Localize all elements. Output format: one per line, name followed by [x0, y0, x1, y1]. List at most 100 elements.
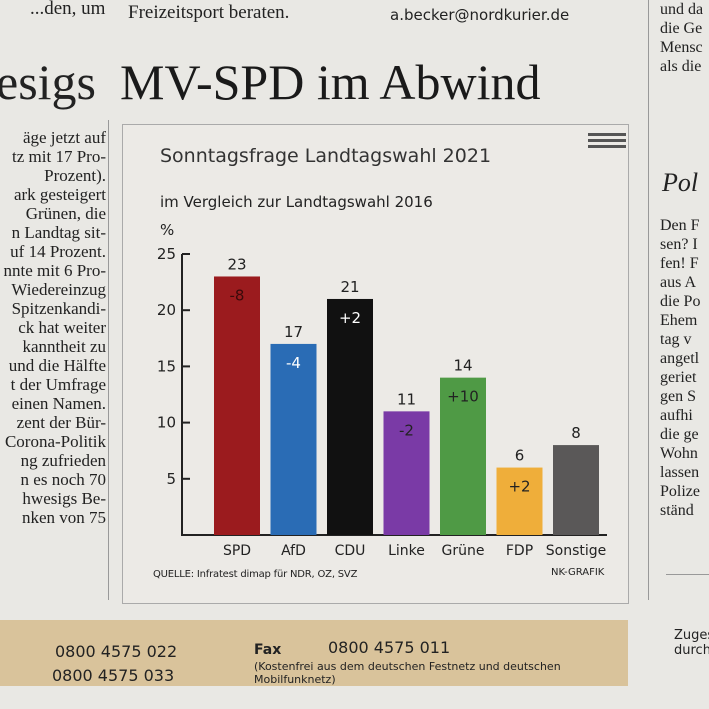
x-tick-label: AfD [281, 543, 306, 559]
y-tick-label: 10 [157, 414, 176, 432]
top-middle-text: Freizeitsport beraten. [128, 2, 290, 23]
x-tick-label: SPD [223, 543, 251, 559]
change-label: +2 [339, 309, 361, 327]
text-line: lassen [660, 464, 700, 481]
contact-footer: 0800 4575 022 0800 4575 033 Fax 0800 457… [0, 620, 628, 686]
column-divider [108, 120, 109, 600]
text-line: tag v [660, 331, 692, 348]
chart-box: Sonntagsfrage Landtagswahl 2021 im Vergl… [122, 124, 629, 604]
divider [666, 574, 709, 575]
text-line: aus A [660, 274, 696, 291]
bar-chart: 5 10 15 20 25 23 -8 SPD 17 -4 AfD 21 +2 CDU 11 -2 Linke 1… [157, 245, 607, 559]
text-line: gen S [660, 388, 696, 405]
fax-label: Fax [254, 642, 282, 658]
change-label: -2 [399, 421, 414, 439]
y-tick-label: 15 [157, 357, 176, 375]
headline-fragment: esigs [0, 54, 96, 110]
text-line: äge jetzt auf [22, 128, 106, 147]
text-line: angetl [660, 350, 700, 367]
text-line: und da [660, 1, 704, 18]
text-line: n Landtag sit- [11, 223, 106, 242]
x-tick-label: FDP [506, 543, 533, 559]
text-line: Polize [660, 483, 700, 500]
chart-title: Sonntagsfrage Landtagswahl 2021 [160, 145, 492, 167]
change-label: -8 [230, 286, 245, 304]
y-tick-label: 25 [157, 245, 176, 263]
y-tick-label: 20 [157, 301, 176, 319]
article-right-column: Den F sen? I fen! F aus A die Po Ehem tag v ang… [660, 216, 709, 520]
text-line: sen? I [660, 236, 698, 253]
bar-linke [383, 411, 430, 535]
phone-2[interactable]: 0800 4575 033 [52, 666, 175, 685]
top-right-text: und da die Ge Mensc als die [660, 0, 703, 76]
value-label: 17 [284, 323, 303, 341]
text-line: Ehem [660, 312, 698, 329]
text-line: Corona-Politik [4, 432, 106, 451]
change-label: -4 [286, 354, 301, 372]
value-label: 23 [227, 255, 246, 273]
text-line: Den F [660, 217, 700, 234]
text-line: Wohn [660, 445, 698, 462]
text-line: ng zufrieden [20, 451, 106, 470]
x-tick-label: Grüne [442, 543, 485, 559]
decorative-stripes-icon [588, 133, 626, 148]
text-line: Mensc [660, 39, 703, 56]
y-tick-label: 5 [166, 470, 176, 488]
bar-cdu [327, 298, 373, 535]
value-label: 11 [397, 390, 416, 408]
text-line: tz mit 17 Pro- [12, 147, 106, 166]
x-tick-label: Sonstige [546, 543, 607, 559]
value-label: 21 [340, 278, 359, 296]
text-line: geriet [660, 369, 697, 386]
text-line: zent der Bür- [16, 413, 106, 432]
text-line: nnte mit 6 Pro- [3, 261, 106, 280]
text-line: fen! F [660, 255, 699, 272]
y-axis-label: % [160, 221, 175, 239]
text-line: einen Namen. [11, 394, 106, 413]
phone-1[interactable]: 0800 4575 022 [55, 642, 178, 661]
value-label: 6 [515, 447, 525, 465]
text-line: Grünen, die [25, 204, 106, 223]
text-line: und die Hälfte [8, 356, 106, 375]
article-left-column: äge jetzt auf tz mit 17 Pro- Prozent). ark … [0, 128, 106, 527]
x-tick-label: Linke [388, 543, 425, 559]
text-line: die ge [660, 426, 699, 443]
text-line: die Po [660, 293, 701, 310]
bar-afd [270, 343, 317, 535]
value-label: 14 [453, 357, 472, 375]
text-line: Wiedereinzug [11, 280, 106, 299]
bar-spd [214, 276, 260, 535]
contact-email[interactable]: a.becker@nordkurier.de [390, 6, 570, 24]
text-line: Spitzenkandi- [11, 299, 106, 318]
x-tick-label: CDU [335, 543, 366, 559]
top-left-fragment: ...den, um [30, 0, 106, 19]
change-label: +10 [447, 388, 479, 406]
text-line: ck hat weiter [18, 318, 106, 337]
text-line: aufhi [660, 407, 693, 424]
text-line: ark gesteigert [13, 185, 106, 204]
change-label: +2 [508, 478, 530, 496]
bar-fdp [496, 467, 543, 535]
footer-note: (Kostenfrei aus dem deutschen Festnetz u… [254, 660, 561, 686]
chart-source: QUELLE: Infratest dimap für NDR, OZ, SVZ [153, 569, 358, 580]
chart-credit: NK-GRAFIK [551, 567, 605, 578]
text-line: kanntheit zu [22, 337, 106, 356]
chart-subtitle: im Vergleich zur Landtagswahl 2016 [160, 193, 433, 211]
text-line: durch [674, 643, 709, 658]
bar-sonstige [553, 445, 599, 535]
headline: MV-SPD im Abwind [120, 54, 541, 110]
text-line: Prozent). [44, 166, 106, 185]
text-line: nken von 75 [21, 508, 106, 527]
text-line: uf 14 Prozent. [10, 242, 106, 261]
text-line: ständ [660, 502, 694, 519]
text-line: t der Umfrage [10, 375, 106, 394]
fax-number[interactable]: 0800 4575 011 [328, 638, 451, 657]
value-label: 8 [571, 424, 581, 442]
bar-grüne [440, 377, 486, 535]
text-line: n es noch 70 [20, 470, 106, 489]
right-bottom-text: Zuges durch [674, 628, 709, 658]
column-divider [648, 0, 649, 600]
right-heading: Pol [662, 168, 699, 197]
text-line: Zuges [674, 628, 709, 643]
text-line: die Ge [660, 20, 703, 37]
